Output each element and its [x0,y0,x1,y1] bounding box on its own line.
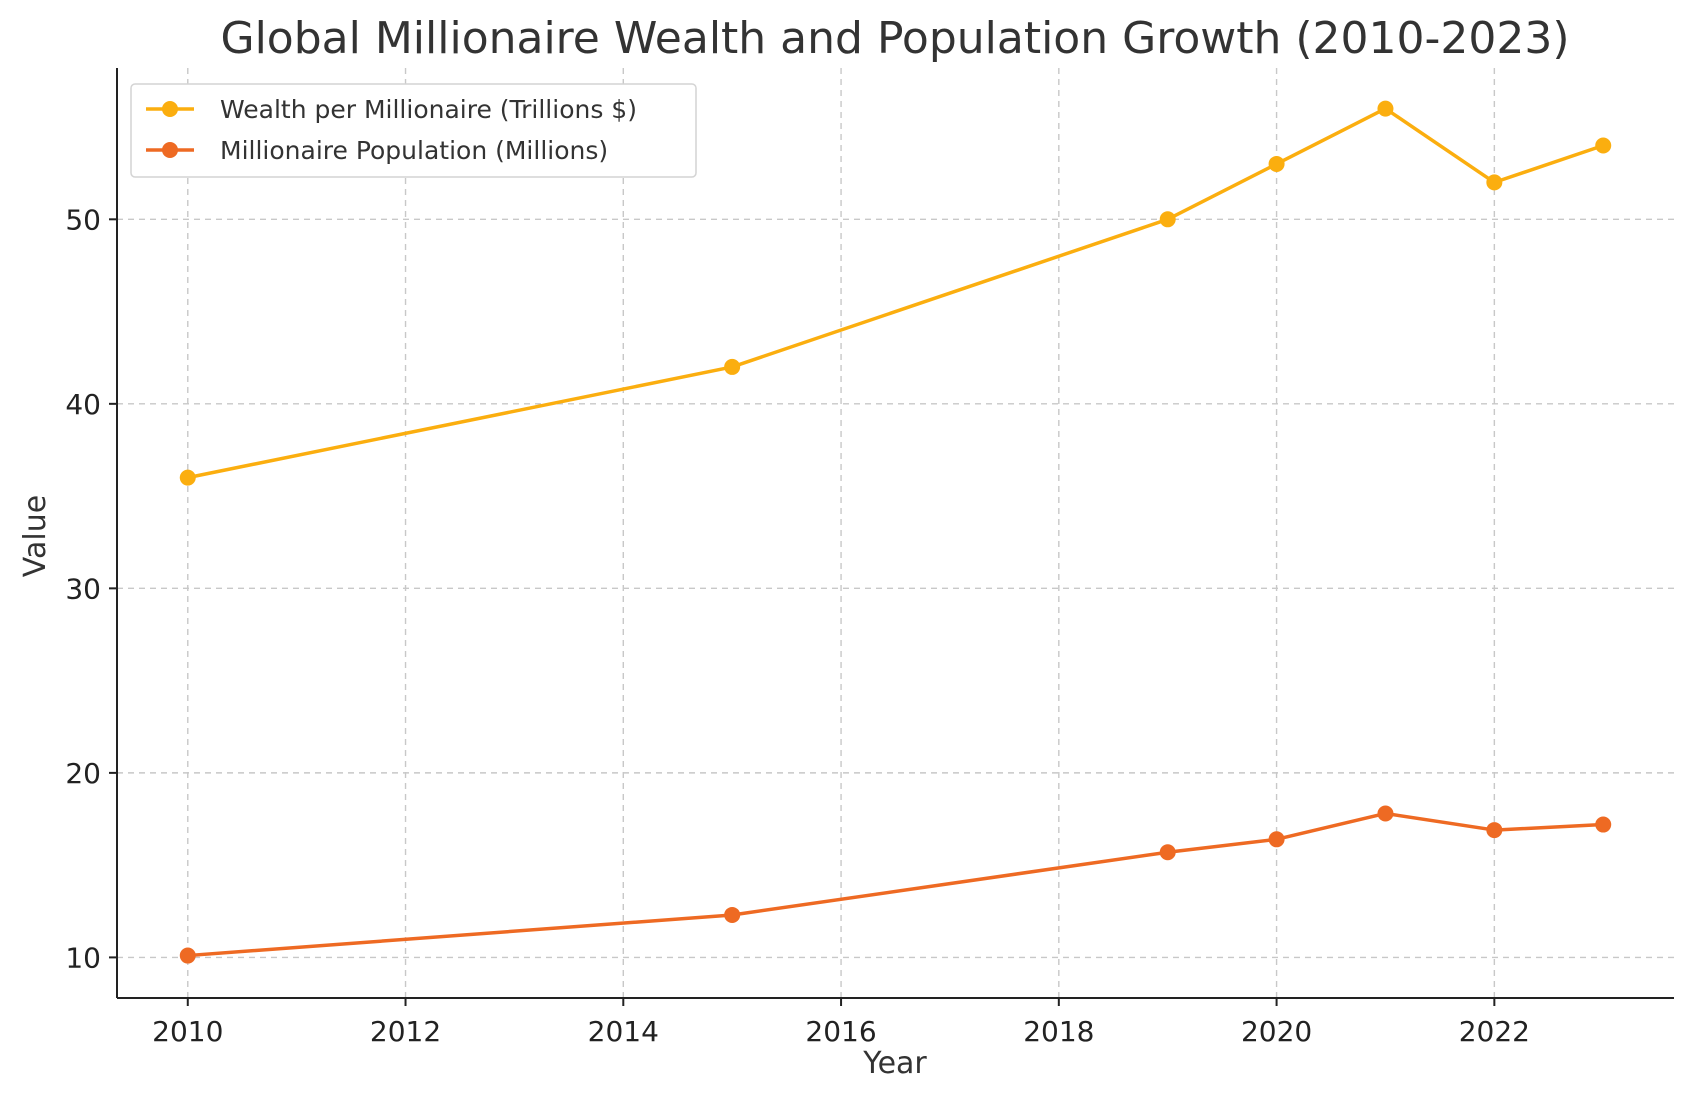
data-point-wealth-2015 [724,358,741,375]
x-tick-label-2012: 2012 [370,1015,441,1048]
series-layer [179,100,1612,964]
legend-label-population: Millionaire Population (Millions) [220,136,608,165]
data-point-wealth-2022 [1486,174,1503,191]
axes-layer: 2010 2012 2014 2016 2018 2020 2022 10 20 30 40 50 [65,68,1674,1048]
x-tick-label-2010: 2010 [152,1015,223,1048]
x-tick-label-2020: 2020 [1241,1015,1312,1048]
data-point-wealth-2021 [1377,100,1394,117]
x-tick-label-2022: 2022 [1459,1015,1530,1048]
data-point-wealth-2023 [1595,137,1612,154]
data-point-population-2023 [1595,816,1612,833]
chart-title: Global Millionaire Wealth and Population… [220,13,1569,64]
data-point-wealth-2020 [1268,155,1285,172]
data-point-population-2015 [724,906,741,923]
data-point-population-2021 [1377,805,1394,822]
y-tick-label-50: 50 [65,203,101,236]
legend: Wealth per Millionaire (Trillions $) Mil… [130,83,697,178]
data-point-wealth-2019 [1159,211,1176,228]
y-tick-label-40: 40 [65,388,101,421]
y-axis-label: Value [18,495,53,577]
data-point-wealth-2010 [179,469,196,486]
legend-marker-population [162,142,178,158]
x-tick-label-2014: 2014 [588,1015,659,1048]
data-point-population-2020 [1268,831,1285,848]
data-point-population-2019 [1159,844,1176,861]
y-tick-label-20: 20 [65,757,101,790]
y-tick-label-30: 30 [65,572,101,605]
legend-label-wealth: Wealth per Millionaire (Trillions $) [220,95,637,124]
x-axis-label: Year [862,1046,927,1081]
x-tick-label-2016: 2016 [805,1015,876,1048]
x-tick-label-2018: 2018 [1023,1015,1094,1048]
legend-marker-wealth [162,101,178,117]
data-point-population-2010 [179,947,196,964]
data-point-population-2022 [1486,822,1503,839]
legend-box [130,83,697,178]
y-tick-label-10: 10 [65,941,101,974]
